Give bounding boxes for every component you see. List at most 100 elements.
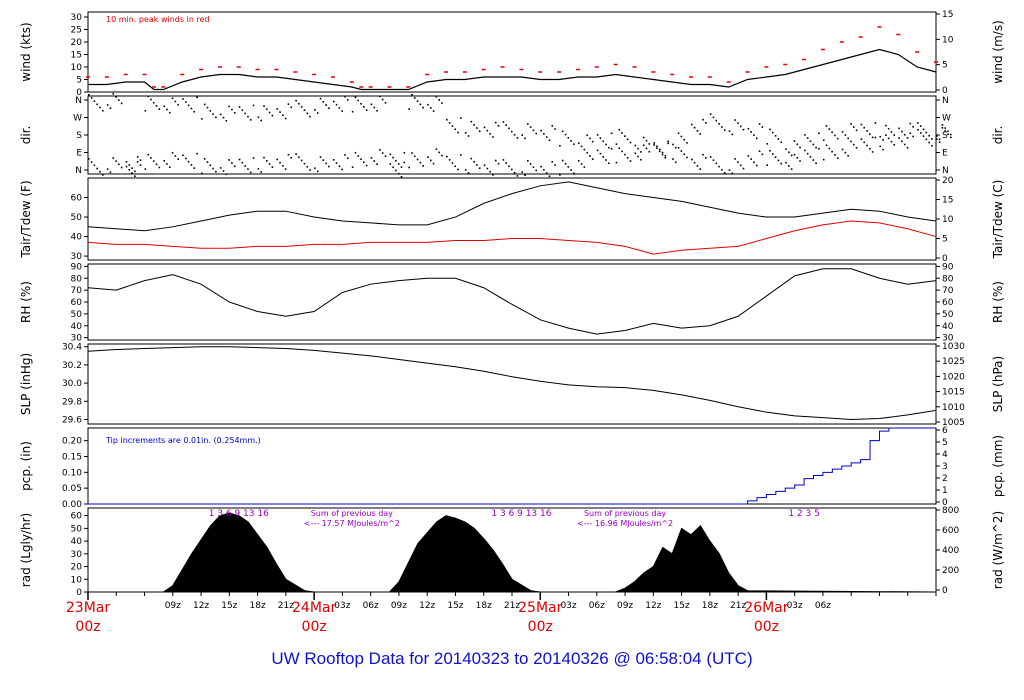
direction-point: [163, 159, 165, 162]
y-axis-label-right: RH (%): [991, 281, 1005, 323]
direction-point: [850, 140, 852, 143]
direction-point: [540, 165, 542, 168]
direction-point: [591, 140, 594, 143]
direction-point: [233, 112, 236, 114]
direction-point: [855, 129, 858, 132]
direction-point: [435, 148, 438, 150]
direction-point: [734, 158, 736, 160]
direction-point: [171, 97, 174, 100]
direction-point: [115, 96, 117, 98]
direction-point: [150, 98, 152, 101]
direction-point: [325, 162, 327, 165]
direction-point: [430, 159, 432, 162]
y-tick-label-right: 50: [942, 310, 954, 320]
direction-point: [715, 119, 718, 122]
direction-point: [879, 135, 882, 138]
direction-point: [147, 95, 149, 98]
direction-point: [874, 136, 877, 139]
direction-point: [683, 153, 685, 156]
direction-point: [834, 154, 836, 156]
direction-point: [88, 158, 90, 160]
direction-point: [112, 92, 115, 95]
direction-point: [282, 165, 284, 167]
direction-point: [513, 133, 516, 136]
y-axis-label-left: SLP (inHg): [19, 353, 33, 415]
direction-point: [403, 151, 406, 154]
direction-point: [360, 158, 362, 160]
direction-point: [182, 154, 184, 157]
y-tick-label-right: 40: [942, 322, 954, 332]
direction-point: [860, 123, 863, 126]
direction-point: [559, 144, 561, 147]
y-tick-label: 30.0: [62, 379, 82, 389]
direction-point: [715, 162, 718, 165]
direction-point: [938, 141, 941, 143]
direction-point: [134, 175, 136, 178]
direction-point: [90, 97, 93, 99]
direction-point: [919, 125, 922, 127]
direction-point: [691, 123, 693, 126]
direction-point: [747, 127, 750, 130]
direction-point: [818, 132, 820, 135]
y-tick-label: 0.20: [62, 437, 82, 447]
y-tick-label-right: 1010: [942, 403, 965, 413]
direction-point: [115, 160, 117, 162]
direction-point: [570, 169, 572, 171]
direction-point: [451, 125, 454, 127]
direction-point: [174, 100, 177, 103]
y-tick-label: 60: [71, 512, 83, 522]
direction-point: [346, 99, 349, 101]
direction-point: [785, 161, 787, 164]
y-tick-label-right: N: [942, 96, 949, 106]
direction-point: [266, 108, 268, 111]
direction-point: [712, 116, 715, 119]
direction-point: [573, 143, 575, 145]
date-label: 25Mar: [518, 600, 562, 616]
direction-point: [483, 126, 486, 129]
direction-point: [144, 168, 147, 170]
wind-series-line: [88, 48, 937, 91]
direction-point: [629, 160, 632, 162]
direction-point: [753, 161, 755, 164]
y-tick-label: 5: [76, 76, 82, 86]
y-tick-label: E: [76, 149, 82, 159]
x-tick-label: 18z: [702, 601, 718, 611]
direction-point: [554, 128, 556, 130]
direction-point: [766, 143, 768, 145]
direction-point: [535, 132, 538, 135]
y-tick-label-right: 80: [942, 274, 954, 284]
direction-point: [731, 172, 734, 175]
direction-point: [931, 144, 933, 147]
direction-point: [885, 124, 887, 127]
direction-point: [947, 133, 949, 135]
direction-point: [247, 115, 249, 118]
direction-point: [489, 132, 491, 135]
direction-point: [219, 167, 222, 169]
daily-sum-value: <--- 17.57 MJoules/m^2: [304, 519, 400, 528]
direction-point: [306, 112, 309, 115]
direction-point: [564, 162, 567, 165]
direction-point: [492, 136, 494, 138]
direction-point: [408, 166, 410, 169]
y-tick-label-right: 5: [942, 61, 948, 71]
direction-point: [844, 151, 847, 154]
y-tick-label-right: 20: [942, 176, 954, 186]
y-tick-label-right: 90: [942, 262, 954, 272]
direction-point: [185, 157, 187, 160]
y-axis-label-left: wind (kts): [19, 22, 33, 81]
direction-point: [950, 136, 952, 139]
panel-frame: [87, 343, 937, 425]
direction-point: [139, 159, 142, 161]
direction-point: [919, 132, 922, 134]
direction-point: [196, 152, 198, 155]
direction-point: [427, 156, 429, 158]
direction-point: [508, 127, 510, 130]
direction-point: [589, 155, 591, 157]
direction-point: [432, 110, 435, 112]
direction-point: [131, 172, 133, 174]
y-tick-label: 90: [71, 262, 83, 272]
direction-point: [241, 161, 244, 164]
slp-line: [87, 346, 937, 420]
direction-point: [718, 165, 720, 168]
direction-point: [266, 159, 268, 162]
